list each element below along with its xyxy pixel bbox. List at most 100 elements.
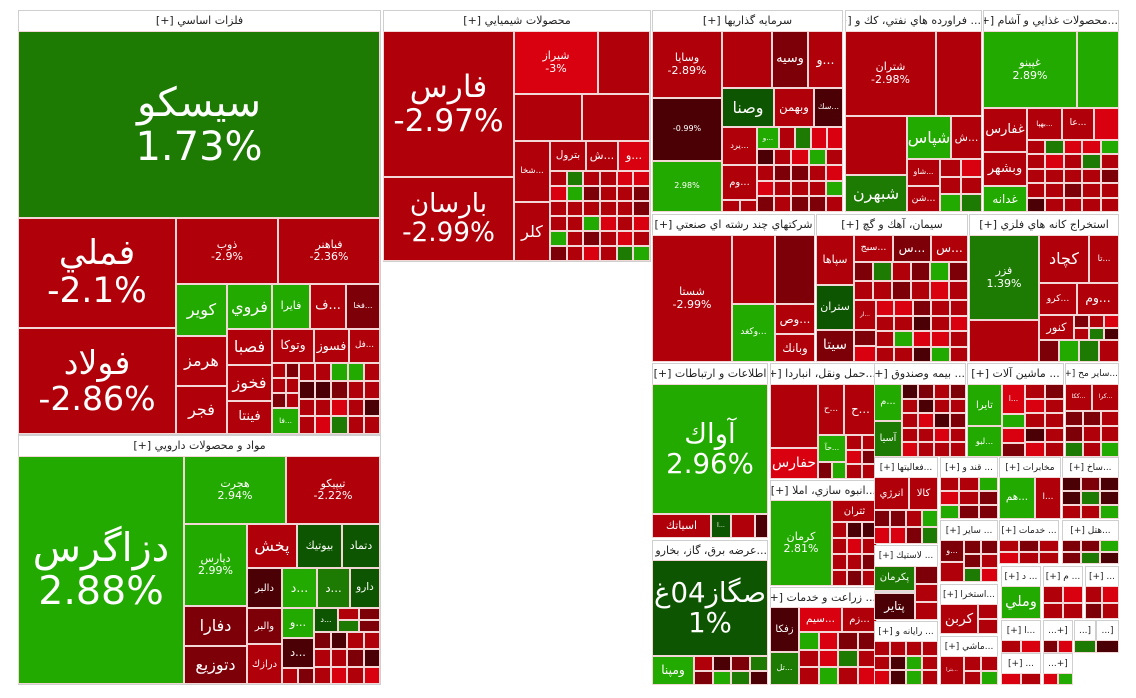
stock-tile-small[interactable] xyxy=(890,670,906,685)
stock-tile-small[interactable] xyxy=(915,584,938,602)
stock-tile-small[interactable] xyxy=(315,398,332,417)
stock-tile-small[interactable] xyxy=(347,380,364,399)
stock-tile-small[interactable] xyxy=(299,398,316,417)
stock-tile-small[interactable] xyxy=(1083,411,1101,427)
stock-tile-small[interactable] xyxy=(854,346,876,362)
sector-header[interactable]: ... م [+] xyxy=(1044,567,1082,587)
sector-header[interactable]: استخراج كانه هاي فلزي [+] xyxy=(970,215,1118,235)
stock-tile[interactable]: حفارس xyxy=(770,448,818,479)
stock-tile-small[interactable] xyxy=(934,413,950,428)
stock-tile-small[interactable] xyxy=(940,491,960,505)
stock-tile-small[interactable] xyxy=(1065,441,1083,457)
stock-tile-small[interactable] xyxy=(1044,427,1064,443)
sector-header[interactable]: ...ا [+] xyxy=(1002,621,1040,641)
stock-tile[interactable]: والبر xyxy=(247,608,282,644)
stock-tile-small[interactable] xyxy=(1082,154,1101,169)
stock-tile-small[interactable] xyxy=(894,315,913,331)
stock-tile[interactable]: فصبا xyxy=(227,329,272,365)
stock-tile-small[interactable] xyxy=(633,171,650,186)
stock-tile[interactable]: وبانك xyxy=(775,334,815,362)
stock-tile[interactable]: فباهنر -2.36% xyxy=(278,218,380,284)
stock-tile-small[interactable] xyxy=(940,194,961,212)
stock-tile-small[interactable] xyxy=(774,149,792,165)
stock-tile-small[interactable] xyxy=(915,602,938,620)
stock-tile-small[interactable] xyxy=(779,127,795,149)
stock-tile-small[interactable] xyxy=(934,442,950,457)
stock-tile-small[interactable] xyxy=(1074,640,1096,653)
stock-tile-small[interactable] xyxy=(1081,540,1100,552)
stock-tile-small[interactable] xyxy=(330,666,347,684)
stock-tile-small[interactable] xyxy=(633,186,650,201)
stock-tile-small[interactable] xyxy=(959,477,979,491)
stock-tile-small[interactable] xyxy=(931,300,950,316)
sector-header[interactable]: [... xyxy=(1075,621,1095,641)
sector-header[interactable]: اطلاعات و ارتباطات [+] xyxy=(653,364,767,384)
stock-tile-small[interactable] xyxy=(550,231,567,246)
stock-tile-small[interactable] xyxy=(1081,505,1100,519)
stock-tile[interactable]: فارس -2.97% xyxy=(383,31,514,177)
stock-tile-small[interactable] xyxy=(1062,491,1081,505)
stock-tile-small[interactable] xyxy=(854,262,873,281)
stock-tile[interactable]: ...ا xyxy=(1002,384,1025,414)
stock-tile[interactable]: ...س xyxy=(893,235,931,262)
stock-tile[interactable]: ...شخا xyxy=(514,141,550,202)
stock-tile[interactable]: ...هم xyxy=(999,477,1035,519)
stock-tile-small[interactable] xyxy=(890,527,906,544)
stock-tile-small[interactable] xyxy=(1083,426,1101,442)
sector-header[interactable]: فلزات اساسي [+] xyxy=(19,11,380,31)
stock-tile[interactable]: بترول xyxy=(550,141,586,171)
stock-tile-small[interactable] xyxy=(940,477,960,491)
stock-tile-small[interactable] xyxy=(1027,183,1046,198)
stock-tile-small[interactable] xyxy=(827,127,843,149)
stock-tile-small[interactable] xyxy=(1063,154,1083,169)
stock-tile[interactable]: صگاز04غ 1% xyxy=(652,560,768,656)
stock-tile[interactable]: ...فخا xyxy=(346,284,380,329)
stock-tile-small[interactable] xyxy=(1021,673,1041,685)
stock-tile[interactable]: ...تل xyxy=(770,652,799,685)
stock-tile[interactable]: -0.99% xyxy=(652,98,722,161)
stock-tile-small[interactable] xyxy=(931,315,950,331)
stock-tile-small[interactable] xyxy=(949,281,968,300)
stock-tile-small[interactable] xyxy=(757,180,775,197)
stock-tile[interactable]: دزاگرس 2.88% xyxy=(18,456,184,684)
stock-tile[interactable] xyxy=(775,235,815,304)
stock-tile-small[interactable] xyxy=(633,201,650,216)
stock-tile-small[interactable] xyxy=(1101,411,1119,427)
stock-tile[interactable] xyxy=(731,514,755,538)
stock-tile[interactable]: ...د xyxy=(317,568,350,608)
stock-tile-small[interactable] xyxy=(566,231,584,246)
stock-tile-small[interactable] xyxy=(347,416,364,434)
stock-tile[interactable]: ...يرد xyxy=(722,127,757,165)
stock-tile[interactable]: ...س xyxy=(931,235,968,262)
stock-tile[interactable]: ...ش xyxy=(586,141,618,171)
stock-tile-small[interactable] xyxy=(1100,540,1119,552)
stock-tile-small[interactable] xyxy=(795,127,811,149)
stock-tile[interactable]: فولاد -2.86% xyxy=(18,328,176,434)
stock-tile-small[interactable] xyxy=(1100,154,1119,169)
stock-tile-small[interactable] xyxy=(314,649,331,667)
stock-tile[interactable]: دتوزيع xyxy=(184,646,247,684)
stock-tile-small[interactable] xyxy=(1062,540,1081,552)
stock-tile[interactable] xyxy=(936,31,982,116)
stock-tile-small[interactable] xyxy=(832,522,847,538)
stock-tile-small[interactable] xyxy=(1043,640,1058,653)
stock-tile-small[interactable] xyxy=(874,527,890,544)
stock-tile-small[interactable] xyxy=(950,427,966,443)
stock-tile-small[interactable] xyxy=(1039,540,1059,552)
sector-header[interactable]: مواد و محصولات دارويي [+] xyxy=(19,436,380,456)
stock-tile[interactable]: ...حآ xyxy=(818,435,846,462)
stock-tile[interactable]: ...د xyxy=(282,568,317,608)
stock-tile-small[interactable] xyxy=(712,656,731,671)
stock-tile-small[interactable] xyxy=(912,346,932,362)
stock-tile[interactable]: ...ش xyxy=(951,116,982,159)
stock-tile[interactable] xyxy=(1094,108,1119,140)
stock-tile[interactable]: ثتران xyxy=(832,500,877,522)
stock-tile-small[interactable] xyxy=(873,281,892,300)
stock-tile[interactable]: شپاس xyxy=(907,116,951,159)
stock-tile-small[interactable] xyxy=(1019,540,1039,552)
stock-tile-small[interactable] xyxy=(1045,168,1064,184)
stock-tile-small[interactable] xyxy=(890,641,906,656)
stock-tile[interactable]: ...شن xyxy=(907,186,940,212)
sector-header[interactable]: ...ساير مح [+] xyxy=(1066,364,1118,384)
stock-tile-small[interactable] xyxy=(566,216,584,231)
